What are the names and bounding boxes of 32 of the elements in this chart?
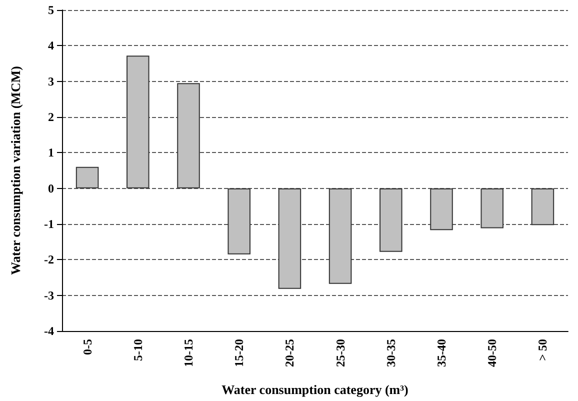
x-tick-label: 25-30: [333, 339, 348, 367]
x-tick-label: 10-15: [182, 339, 196, 367]
x-tick-label: 40-50: [485, 339, 500, 367]
bar: [430, 188, 453, 230]
y-tick-label: -2: [44, 252, 54, 267]
x-tick-label: > 50: [536, 339, 550, 361]
bar: [328, 188, 352, 284]
y-tick-label: 3: [48, 74, 54, 88]
x-tick-label: 20-25: [282, 339, 297, 367]
x-axis-title: Water consumption category (m³): [222, 382, 408, 397]
y-tick-label: 0: [48, 181, 54, 196]
x-tick-label: 30-35: [384, 339, 398, 367]
bar: [177, 83, 200, 188]
bar: [278, 188, 302, 289]
bar: [480, 188, 504, 228]
y-tick-label: -4: [44, 324, 54, 338]
x-tick-label: 0-5: [80, 339, 94, 355]
bar: [380, 188, 402, 252]
y-tick-label: -3: [44, 288, 54, 302]
y-tick-label: -1: [44, 217, 54, 231]
y-tick-label: 5: [48, 3, 54, 17]
bar: [228, 188, 250, 254]
bar: [126, 56, 150, 188]
y-tick-label: 1: [48, 146, 54, 160]
y-tick-label: 2: [48, 110, 54, 124]
x-tick-label: 35-40: [434, 339, 448, 367]
y-axis-title: Water consumption variation (MCM): [8, 66, 23, 275]
x-tick-label: 5-10: [130, 339, 145, 361]
x-tick-label: 15-20: [232, 339, 246, 367]
bar: [76, 166, 99, 188]
y-tick-label: 4: [48, 38, 54, 53]
bar: [531, 188, 554, 226]
